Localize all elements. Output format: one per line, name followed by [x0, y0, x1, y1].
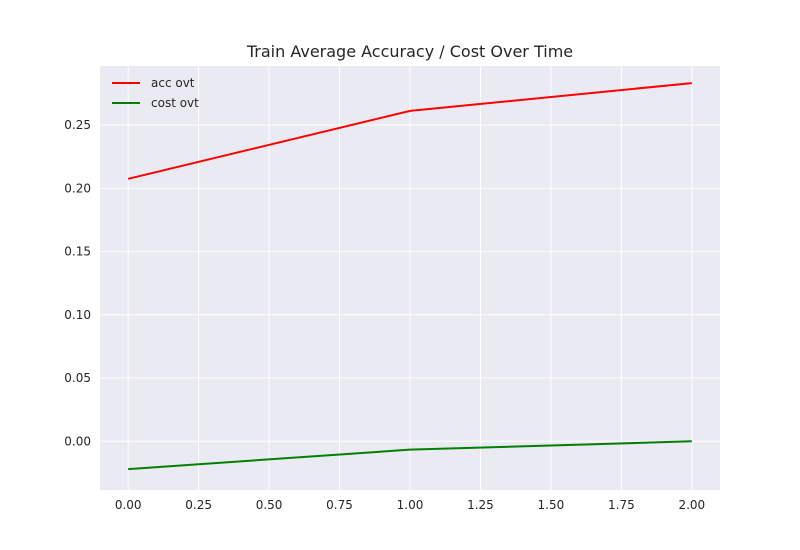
legend-label-1: cost ovt [151, 96, 199, 110]
x-tick-label: 0.75 [326, 498, 353, 512]
legend-label-0: acc ovt [151, 76, 195, 90]
y-tick-label: 0.00 [64, 434, 91, 448]
y-axis: 0.00 0.05 0.10 0.15 0.20 0.25 [64, 118, 91, 448]
x-tick-label: 1.50 [538, 498, 565, 512]
y-tick-label: 0.05 [64, 371, 91, 385]
x-tick-label: 0.50 [256, 498, 283, 512]
x-tick-label: 0.00 [115, 498, 142, 512]
legend: acc ovt cost ovt [112, 76, 199, 110]
y-tick-label: 0.20 [64, 181, 91, 195]
x-tick-label: 1.00 [397, 498, 424, 512]
y-tick-label: 0.25 [64, 118, 91, 132]
chart-title: Train Average Accuracy / Cost Over Time [246, 42, 573, 61]
x-tick-label: 1.75 [608, 498, 635, 512]
y-tick-label: 0.15 [64, 245, 91, 259]
y-tick-label: 0.10 [64, 308, 91, 322]
x-tick-label: 2.00 [678, 498, 705, 512]
grid-lines [100, 66, 720, 490]
x-axis: 0.00 0.25 0.50 0.75 1.00 1.25 1.50 1.75 2.00 [115, 498, 705, 512]
series-layer [127, 82, 692, 471]
x-tick-label: 0.25 [185, 498, 212, 512]
x-tick-label: 1.25 [467, 498, 494, 512]
